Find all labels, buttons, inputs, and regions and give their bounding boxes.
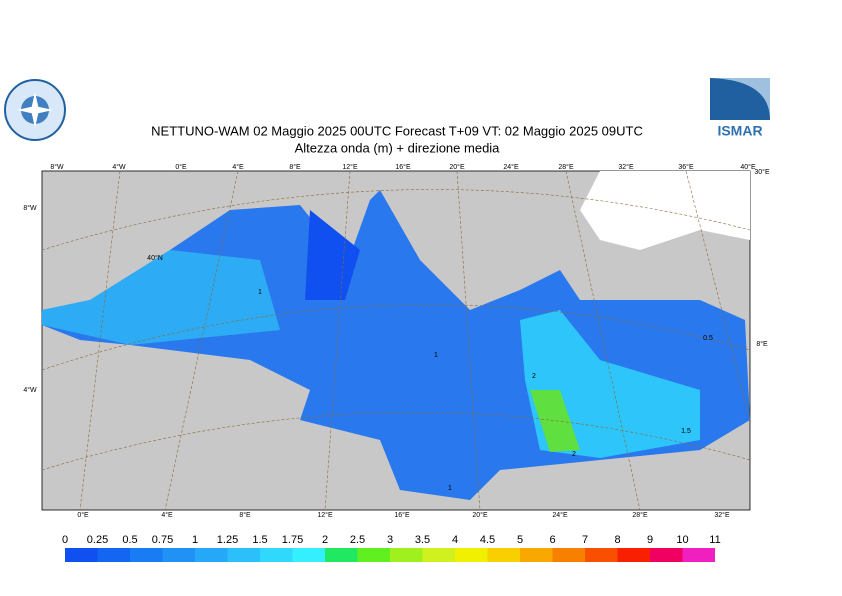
lon-label: 24°E [503, 163, 519, 171]
lon-label: 4°W [112, 163, 126, 171]
colorbar-label: 4.5 [480, 534, 495, 546]
lon-label: 12°E [342, 163, 358, 171]
colorbar-label: 6 [549, 534, 555, 546]
colorbar-box [97, 548, 130, 562]
colorbar-box [292, 548, 325, 562]
colorbar-label: 0.25 [87, 534, 108, 546]
colorbar-box [162, 548, 195, 562]
colorbar-label: 7 [582, 534, 588, 546]
colorbar-label: 0 [62, 534, 68, 546]
logo-text: ISMAR [717, 123, 762, 139]
colorbar-box [650, 548, 683, 562]
colorbar-label: 2.5 [350, 534, 365, 546]
contour-label: 2 [572, 451, 576, 458]
lon-label: 28°E [632, 511, 648, 519]
title: NETTUNO-WAM 02 Maggio 2025 00UTC Forecas… [151, 123, 643, 138]
lat-label: 4°W [23, 386, 37, 394]
colorbar-label: 1.5 [252, 534, 267, 546]
colorbar-box [585, 548, 618, 562]
colorbar-box [227, 548, 260, 562]
colorbar-label: 4 [452, 534, 458, 546]
colorbar-box [357, 548, 390, 562]
colorbar-box [617, 548, 650, 562]
lon-label: 30°E [754, 168, 770, 176]
colorbar-label: 9 [647, 534, 653, 546]
colorbar-label: 1 [192, 534, 198, 546]
lon-label: 32°E [714, 511, 730, 519]
logo-left [4, 79, 66, 141]
colorbar-box [487, 548, 520, 562]
lon-label: 40°E [740, 163, 756, 171]
lon-label: 20°E [449, 163, 465, 171]
lon-label: 28°E [558, 163, 574, 171]
contour-label: 1 [258, 289, 262, 296]
lat-label: 8°W [23, 204, 37, 212]
colorbar-label: 10 [676, 534, 688, 546]
lon-label: 16°E [395, 163, 411, 171]
lon-label: 20°E [472, 511, 488, 519]
lon-label: 0°E [77, 511, 89, 519]
colorbar-box [455, 548, 488, 562]
colorbar-box [422, 548, 455, 562]
colorbar-box [195, 548, 228, 562]
lon-label: 16°E [394, 511, 410, 519]
contour-label: 2 [532, 373, 536, 380]
colorbar-label: 11 [709, 534, 720, 546]
contour-label: 1 [448, 485, 452, 492]
colorbar-label: 3.5 [415, 534, 430, 546]
lon-label: 8°E [289, 163, 301, 171]
lon-label: 4°E [161, 511, 173, 519]
colorbar-box [390, 548, 423, 562]
colorbar-label: 1.25 [217, 534, 238, 546]
map [41, 170, 751, 511]
lon-label: 0°E [175, 163, 187, 171]
colorbar-box [682, 548, 715, 562]
colorbar-box [130, 548, 163, 562]
colorbar-label: 0.5 [122, 534, 137, 546]
colorbar-label: 0.75 [152, 534, 173, 546]
lon-label: 32°E [618, 163, 634, 171]
lon-label: 36°E [678, 163, 694, 171]
colorbar-box [520, 548, 553, 562]
colorbar-box [552, 548, 585, 562]
lon-label: 8°E [239, 511, 251, 519]
lon-label: 12°E [317, 511, 333, 519]
lon-label: 4°E [232, 163, 244, 171]
colorbar-label: 8 [614, 534, 620, 546]
lat-label: 8°E [756, 340, 768, 348]
colorbar-label: 2 [322, 534, 328, 546]
contour-label: 1 [434, 352, 438, 359]
colorbar-label: 3 [387, 534, 393, 546]
logo-right: ISMAR [710, 78, 770, 139]
subtitle: Altezza onda (m) + direzione media [295, 140, 501, 155]
colorbar-label: 1.75 [282, 534, 303, 546]
colorbar-box [325, 548, 358, 562]
contour-label: 1.5 [681, 428, 691, 435]
lat-label: 40°N [147, 254, 163, 262]
colorbar-box [65, 548, 98, 562]
contour-label: 0.5 [703, 335, 713, 342]
lon-label: 24°E [552, 511, 568, 519]
colorbar-label: 5 [517, 534, 523, 546]
lon-label: 8°W [50, 163, 64, 171]
colorbar-box [260, 548, 293, 562]
